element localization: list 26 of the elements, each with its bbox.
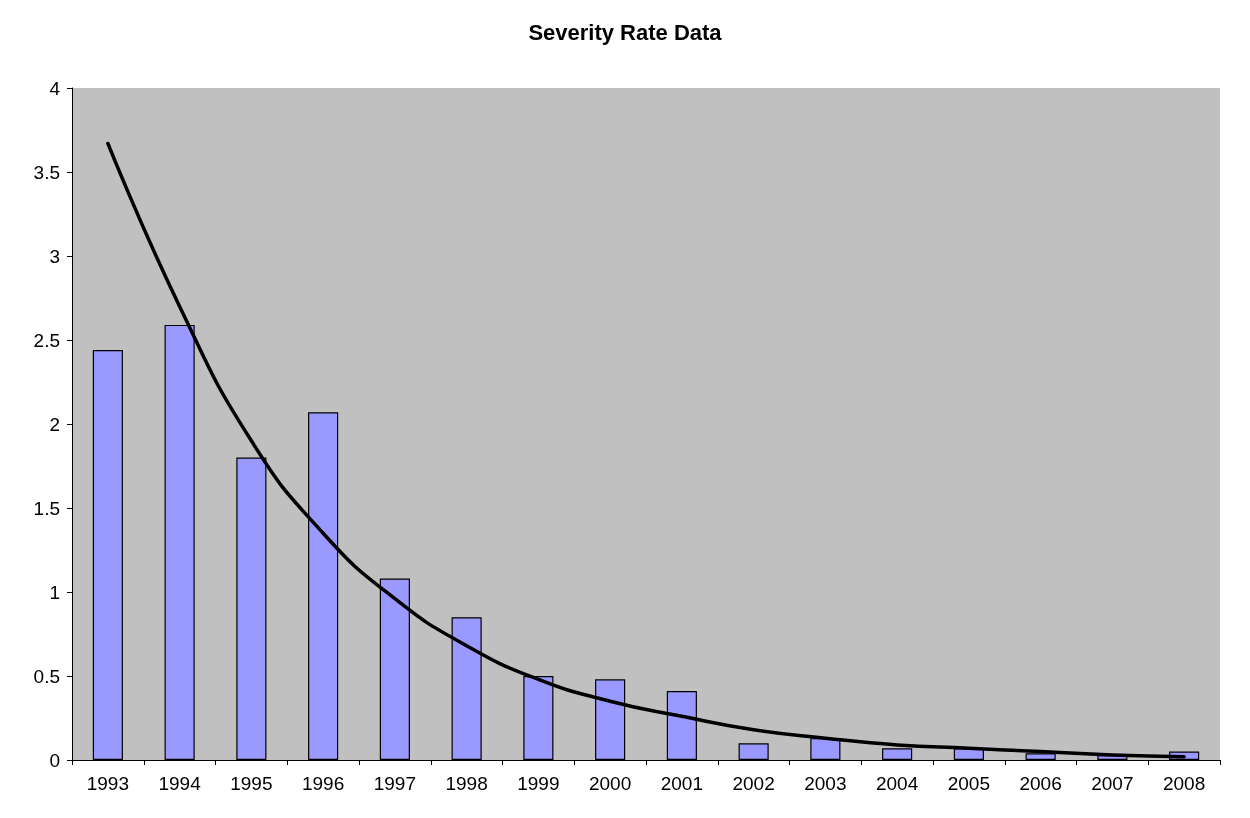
- x-tick-label: 1999: [517, 773, 560, 794]
- x-tick-label: 2007: [1091, 773, 1134, 794]
- y-tick-label: 1: [49, 581, 60, 603]
- x-tick-label: 1997: [373, 773, 417, 794]
- x-tick-label: 2005: [947, 773, 991, 794]
- x-tick-label: 2000: [588, 773, 632, 794]
- x-tick-label: 1996: [301, 773, 345, 794]
- x-tick-label: 1998: [445, 773, 488, 794]
- x-tick-label: 2003: [804, 773, 847, 794]
- x-tick-label: 2004: [875, 773, 919, 794]
- y-tick-label: 2.5: [33, 329, 60, 351]
- y-tick-label: 0: [49, 749, 60, 771]
- y-tick-label: 2: [49, 413, 60, 435]
- x-tick-label: 2002: [732, 773, 775, 794]
- x-tick-label: 1995: [230, 773, 273, 794]
- x-tick-label: 1993: [86, 773, 130, 794]
- x-tick-label: 1994: [158, 773, 202, 794]
- x-tick-label: 2006: [1019, 773, 1062, 794]
- x-tick-label: 2001: [660, 773, 704, 794]
- x-tick-label: 2008: [1162, 773, 1206, 794]
- y-tick-label: 0.5: [33, 665, 60, 687]
- y-tick-label: 1.5: [33, 497, 60, 519]
- y-tick-label: 3: [49, 245, 60, 267]
- chart-title: Severity Rate Data: [528, 19, 723, 45]
- y-tick-label: 3.5: [33, 161, 60, 183]
- y-tick-label: 4: [49, 77, 61, 99]
